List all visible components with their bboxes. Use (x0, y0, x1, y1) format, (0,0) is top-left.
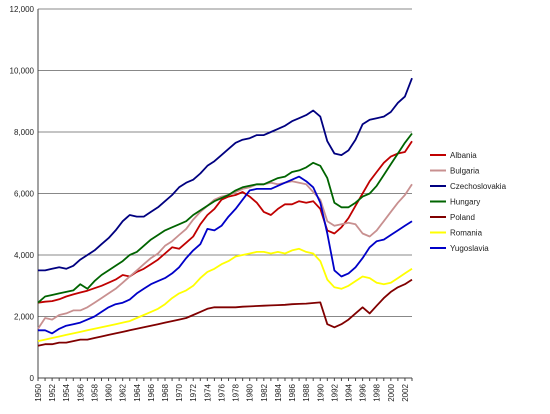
legend-label-romania: Romania (450, 229, 483, 238)
series-line-poland (37, 278, 413, 347)
y-tick-label: 8,000 (14, 128, 35, 137)
gridlines (38, 8, 412, 379)
axes: 0 2,000 4,000 6,000 8,000 10,000 12,000 1950 195… (10, 5, 413, 402)
x-tick-label: 2000 (387, 383, 396, 401)
x-tick-label: 1982 (260, 383, 269, 401)
x-tick-label: 1998 (373, 383, 382, 401)
x-tick-label: 1988 (302, 383, 311, 401)
x-tick-label: 1992 (330, 383, 339, 401)
x-tick-label: 1996 (359, 383, 368, 401)
x-tick-label: 1990 (316, 383, 325, 401)
x-tick-label: 1972 (189, 383, 198, 401)
series-lines (37, 77, 413, 347)
legend-label-poland: Poland (450, 213, 475, 222)
legend-label-yugoslavia: Yugoslavia (450, 244, 489, 253)
legend-label-bulgaria: Bulgaria (450, 167, 480, 176)
x-tick-label: 1958 (90, 383, 99, 401)
x-tick-label: 1964 (133, 383, 142, 401)
legend-label-czechoslovakia: Czechoslovakia (450, 182, 507, 191)
x-tick-label: 1976 (217, 383, 226, 401)
x-tick-label: 1956 (76, 383, 85, 401)
legend: Albania Bulgaria Czechoslovakia Hungary Pola… (430, 151, 507, 253)
x-tick-label: 1966 (147, 383, 156, 401)
series-line-yugoslavia (38, 175, 413, 335)
y-tick-label: 12,000 (10, 5, 35, 14)
legend-label-albania: Albania (450, 151, 477, 160)
y-tick-label: 0 (30, 374, 35, 383)
y-tick-label: 10,000 (10, 67, 35, 76)
series-line-romania (37, 247, 413, 342)
x-tick-label: 1962 (119, 383, 128, 401)
series-line-czechoslovakia (38, 77, 413, 272)
x-tick-label: 1978 (232, 383, 241, 401)
y-tick-label: 4,000 (14, 251, 35, 260)
x-tick-label: 2002 (401, 383, 410, 401)
series-line-albania (37, 140, 413, 304)
x-tick-label: 1984 (274, 383, 283, 401)
x-tick-label: 1986 (288, 383, 297, 401)
x-tick-label: 1950 (34, 383, 43, 401)
series-line-hungary (37, 132, 413, 304)
x-tick-label: 1960 (105, 383, 114, 401)
y-tick-label: 6,000 (14, 190, 35, 199)
y-tick-label: 2,000 (14, 313, 35, 322)
x-tick-label: 1974 (203, 383, 212, 401)
x-tick-label: 1954 (62, 383, 71, 401)
x-tick-label: 1980 (246, 383, 255, 401)
x-tick-label: 1994 (344, 383, 353, 401)
x-tick-label: 1968 (161, 383, 170, 401)
x-tick-label: 1952 (48, 383, 57, 401)
x-tick-label: 1970 (175, 383, 184, 401)
legend-label-hungary: Hungary (450, 198, 480, 207)
